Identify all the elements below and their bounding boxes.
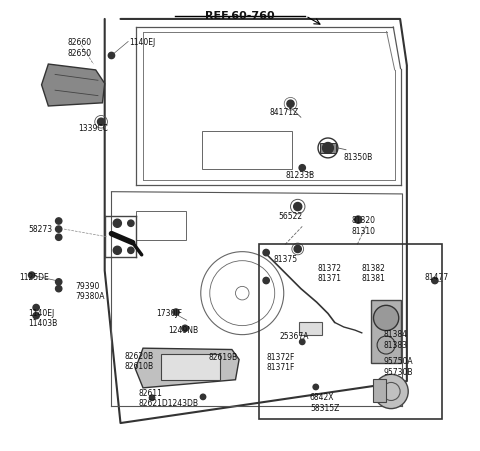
Circle shape bbox=[33, 304, 39, 311]
Polygon shape bbox=[135, 348, 239, 388]
Text: 82611
82621D1243DB: 82611 82621D1243DB bbox=[139, 389, 199, 408]
Text: 81382
81381: 81382 81381 bbox=[362, 264, 385, 283]
Bar bbox=[161, 354, 220, 380]
Text: REF.60-760: REF.60-760 bbox=[205, 11, 275, 21]
Text: 81384
81383: 81384 81383 bbox=[384, 330, 408, 350]
Circle shape bbox=[263, 249, 269, 256]
Circle shape bbox=[128, 220, 134, 226]
Circle shape bbox=[56, 234, 62, 240]
Circle shape bbox=[56, 226, 62, 232]
Text: 81350B: 81350B bbox=[344, 153, 373, 162]
Circle shape bbox=[97, 118, 105, 125]
Circle shape bbox=[374, 374, 408, 409]
Circle shape bbox=[108, 52, 115, 59]
Circle shape bbox=[355, 216, 362, 223]
Bar bbox=[299, 322, 322, 335]
Text: 1339CC: 1339CC bbox=[79, 124, 108, 133]
Text: 81477: 81477 bbox=[425, 273, 449, 282]
Text: 58273: 58273 bbox=[28, 226, 52, 235]
Circle shape bbox=[287, 100, 294, 107]
Bar bbox=[259, 244, 442, 419]
Circle shape bbox=[113, 219, 121, 227]
Text: 79390
79380A: 79390 79380A bbox=[75, 282, 105, 301]
Circle shape bbox=[113, 246, 121, 254]
Circle shape bbox=[432, 277, 438, 284]
Circle shape bbox=[300, 339, 305, 345]
Bar bbox=[371, 300, 401, 363]
Text: 81233B: 81233B bbox=[285, 171, 314, 180]
Circle shape bbox=[56, 218, 62, 224]
Text: 1140EJ
11403B: 1140EJ 11403B bbox=[28, 309, 57, 328]
Text: 56522: 56522 bbox=[278, 212, 302, 221]
Circle shape bbox=[313, 384, 318, 390]
Bar bbox=[373, 379, 385, 402]
Circle shape bbox=[149, 395, 155, 400]
Circle shape bbox=[173, 309, 179, 315]
Circle shape bbox=[128, 247, 134, 253]
Polygon shape bbox=[42, 64, 105, 106]
Text: 1249NB: 1249NB bbox=[168, 326, 198, 335]
Text: 95750A
95730B: 95750A 95730B bbox=[384, 357, 413, 377]
Circle shape bbox=[200, 394, 206, 400]
Circle shape bbox=[323, 143, 333, 153]
Bar bbox=[136, 211, 186, 240]
Circle shape bbox=[33, 313, 39, 319]
Circle shape bbox=[56, 285, 62, 292]
Text: 81372F
81371F: 81372F 81371F bbox=[266, 353, 295, 372]
Text: 82660
82650: 82660 82650 bbox=[68, 38, 92, 58]
Text: 25367A: 25367A bbox=[280, 332, 309, 341]
Circle shape bbox=[263, 277, 269, 284]
Text: 1125DE: 1125DE bbox=[19, 273, 49, 282]
Circle shape bbox=[377, 336, 395, 354]
Circle shape bbox=[294, 202, 302, 211]
Circle shape bbox=[299, 165, 305, 171]
Text: 82620B
82610B: 82620B 82610B bbox=[125, 352, 154, 371]
Text: 1140EJ: 1140EJ bbox=[130, 38, 156, 47]
Circle shape bbox=[28, 272, 35, 278]
Text: 81375: 81375 bbox=[274, 255, 298, 264]
Circle shape bbox=[182, 325, 188, 331]
Circle shape bbox=[56, 279, 62, 285]
Text: 81372
81371: 81372 81371 bbox=[318, 264, 342, 283]
Text: 84171Z: 84171Z bbox=[269, 108, 299, 117]
Text: 81320
81310: 81320 81310 bbox=[352, 216, 376, 236]
Text: 1730JF: 1730JF bbox=[156, 309, 182, 318]
Bar bbox=[202, 131, 292, 169]
Text: 82619B: 82619B bbox=[208, 353, 238, 362]
Circle shape bbox=[373, 305, 399, 331]
Circle shape bbox=[294, 245, 301, 253]
Bar bbox=[320, 143, 336, 153]
Text: 6842X
58315Z: 6842X 58315Z bbox=[310, 393, 339, 413]
